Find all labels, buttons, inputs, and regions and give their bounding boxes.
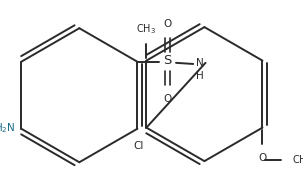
Text: S: S [163,54,172,67]
Text: Cl: Cl [133,141,144,151]
Text: O: O [163,94,172,104]
Text: CH$_3$: CH$_3$ [291,153,303,167]
Text: O: O [163,19,172,29]
Text: O: O [258,153,267,163]
Text: CH$_3$: CH$_3$ [136,22,156,36]
Text: H$_2$N: H$_2$N [0,121,16,134]
Text: H: H [196,71,204,81]
Text: N: N [196,58,204,68]
